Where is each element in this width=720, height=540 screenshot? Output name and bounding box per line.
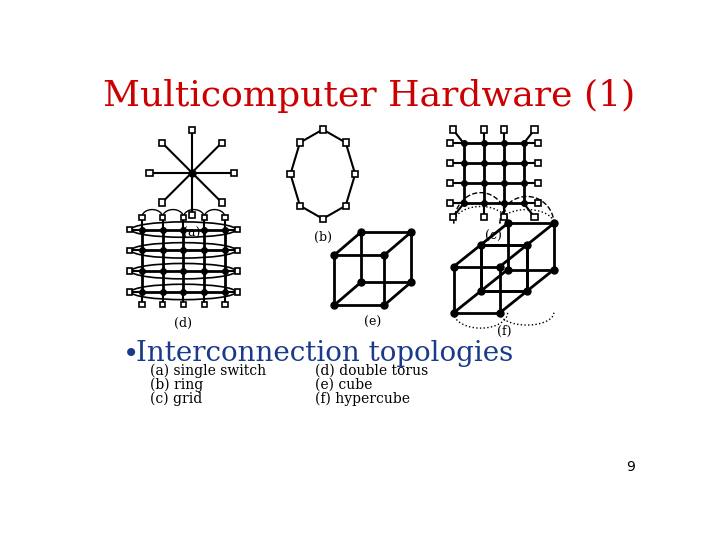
FancyBboxPatch shape: [127, 248, 132, 253]
FancyBboxPatch shape: [159, 139, 165, 146]
Text: (b): (b): [314, 231, 332, 244]
FancyBboxPatch shape: [235, 248, 240, 253]
FancyBboxPatch shape: [139, 214, 145, 220]
FancyBboxPatch shape: [231, 170, 238, 176]
FancyBboxPatch shape: [235, 227, 240, 232]
Text: Interconnection topologies: Interconnection topologies: [137, 340, 513, 367]
Text: (d) double torus: (d) double torus: [315, 363, 428, 377]
FancyBboxPatch shape: [189, 127, 195, 133]
Text: (d): (d): [174, 316, 192, 329]
FancyBboxPatch shape: [447, 180, 453, 186]
FancyBboxPatch shape: [287, 171, 294, 177]
FancyBboxPatch shape: [500, 126, 507, 132]
FancyBboxPatch shape: [127, 268, 132, 274]
FancyBboxPatch shape: [343, 139, 348, 146]
FancyBboxPatch shape: [500, 214, 507, 220]
FancyBboxPatch shape: [189, 212, 195, 218]
Text: (e): (e): [364, 316, 382, 329]
FancyBboxPatch shape: [320, 215, 326, 222]
Text: (e) cube: (e) cube: [315, 377, 372, 392]
FancyBboxPatch shape: [181, 214, 186, 220]
FancyBboxPatch shape: [531, 214, 538, 220]
FancyBboxPatch shape: [447, 160, 453, 166]
FancyBboxPatch shape: [181, 301, 186, 307]
FancyBboxPatch shape: [343, 202, 348, 209]
Text: (a) single switch: (a) single switch: [150, 363, 266, 378]
FancyBboxPatch shape: [447, 140, 453, 146]
FancyBboxPatch shape: [127, 227, 132, 232]
FancyBboxPatch shape: [450, 214, 456, 220]
FancyBboxPatch shape: [297, 202, 303, 209]
FancyBboxPatch shape: [450, 126, 456, 132]
Text: (f): (f): [497, 325, 511, 338]
FancyBboxPatch shape: [159, 199, 165, 206]
Text: (c) grid: (c) grid: [150, 392, 202, 406]
FancyBboxPatch shape: [202, 301, 207, 307]
FancyBboxPatch shape: [481, 214, 487, 220]
Text: (b) ring: (b) ring: [150, 377, 203, 392]
Text: (c): (c): [485, 230, 502, 242]
FancyBboxPatch shape: [219, 139, 225, 146]
Text: 9: 9: [626, 461, 634, 475]
FancyBboxPatch shape: [222, 301, 228, 307]
FancyBboxPatch shape: [297, 139, 303, 146]
FancyBboxPatch shape: [219, 199, 225, 206]
FancyBboxPatch shape: [534, 160, 541, 166]
FancyBboxPatch shape: [352, 171, 359, 177]
FancyBboxPatch shape: [320, 126, 326, 132]
FancyBboxPatch shape: [222, 214, 228, 220]
FancyBboxPatch shape: [235, 268, 240, 274]
FancyBboxPatch shape: [160, 214, 166, 220]
FancyBboxPatch shape: [139, 301, 145, 307]
FancyBboxPatch shape: [447, 200, 453, 206]
FancyBboxPatch shape: [534, 140, 541, 146]
FancyBboxPatch shape: [531, 126, 538, 132]
FancyBboxPatch shape: [534, 200, 541, 206]
Text: Multicomputer Hardware (1): Multicomputer Hardware (1): [103, 79, 635, 113]
FancyBboxPatch shape: [202, 214, 207, 220]
FancyBboxPatch shape: [146, 170, 153, 176]
FancyBboxPatch shape: [481, 126, 487, 132]
FancyBboxPatch shape: [127, 289, 132, 295]
Text: (a): (a): [183, 227, 201, 240]
Text: (f) hypercube: (f) hypercube: [315, 392, 410, 406]
FancyBboxPatch shape: [235, 289, 240, 295]
FancyBboxPatch shape: [160, 301, 166, 307]
Text: •: •: [122, 340, 139, 368]
FancyBboxPatch shape: [534, 180, 541, 186]
